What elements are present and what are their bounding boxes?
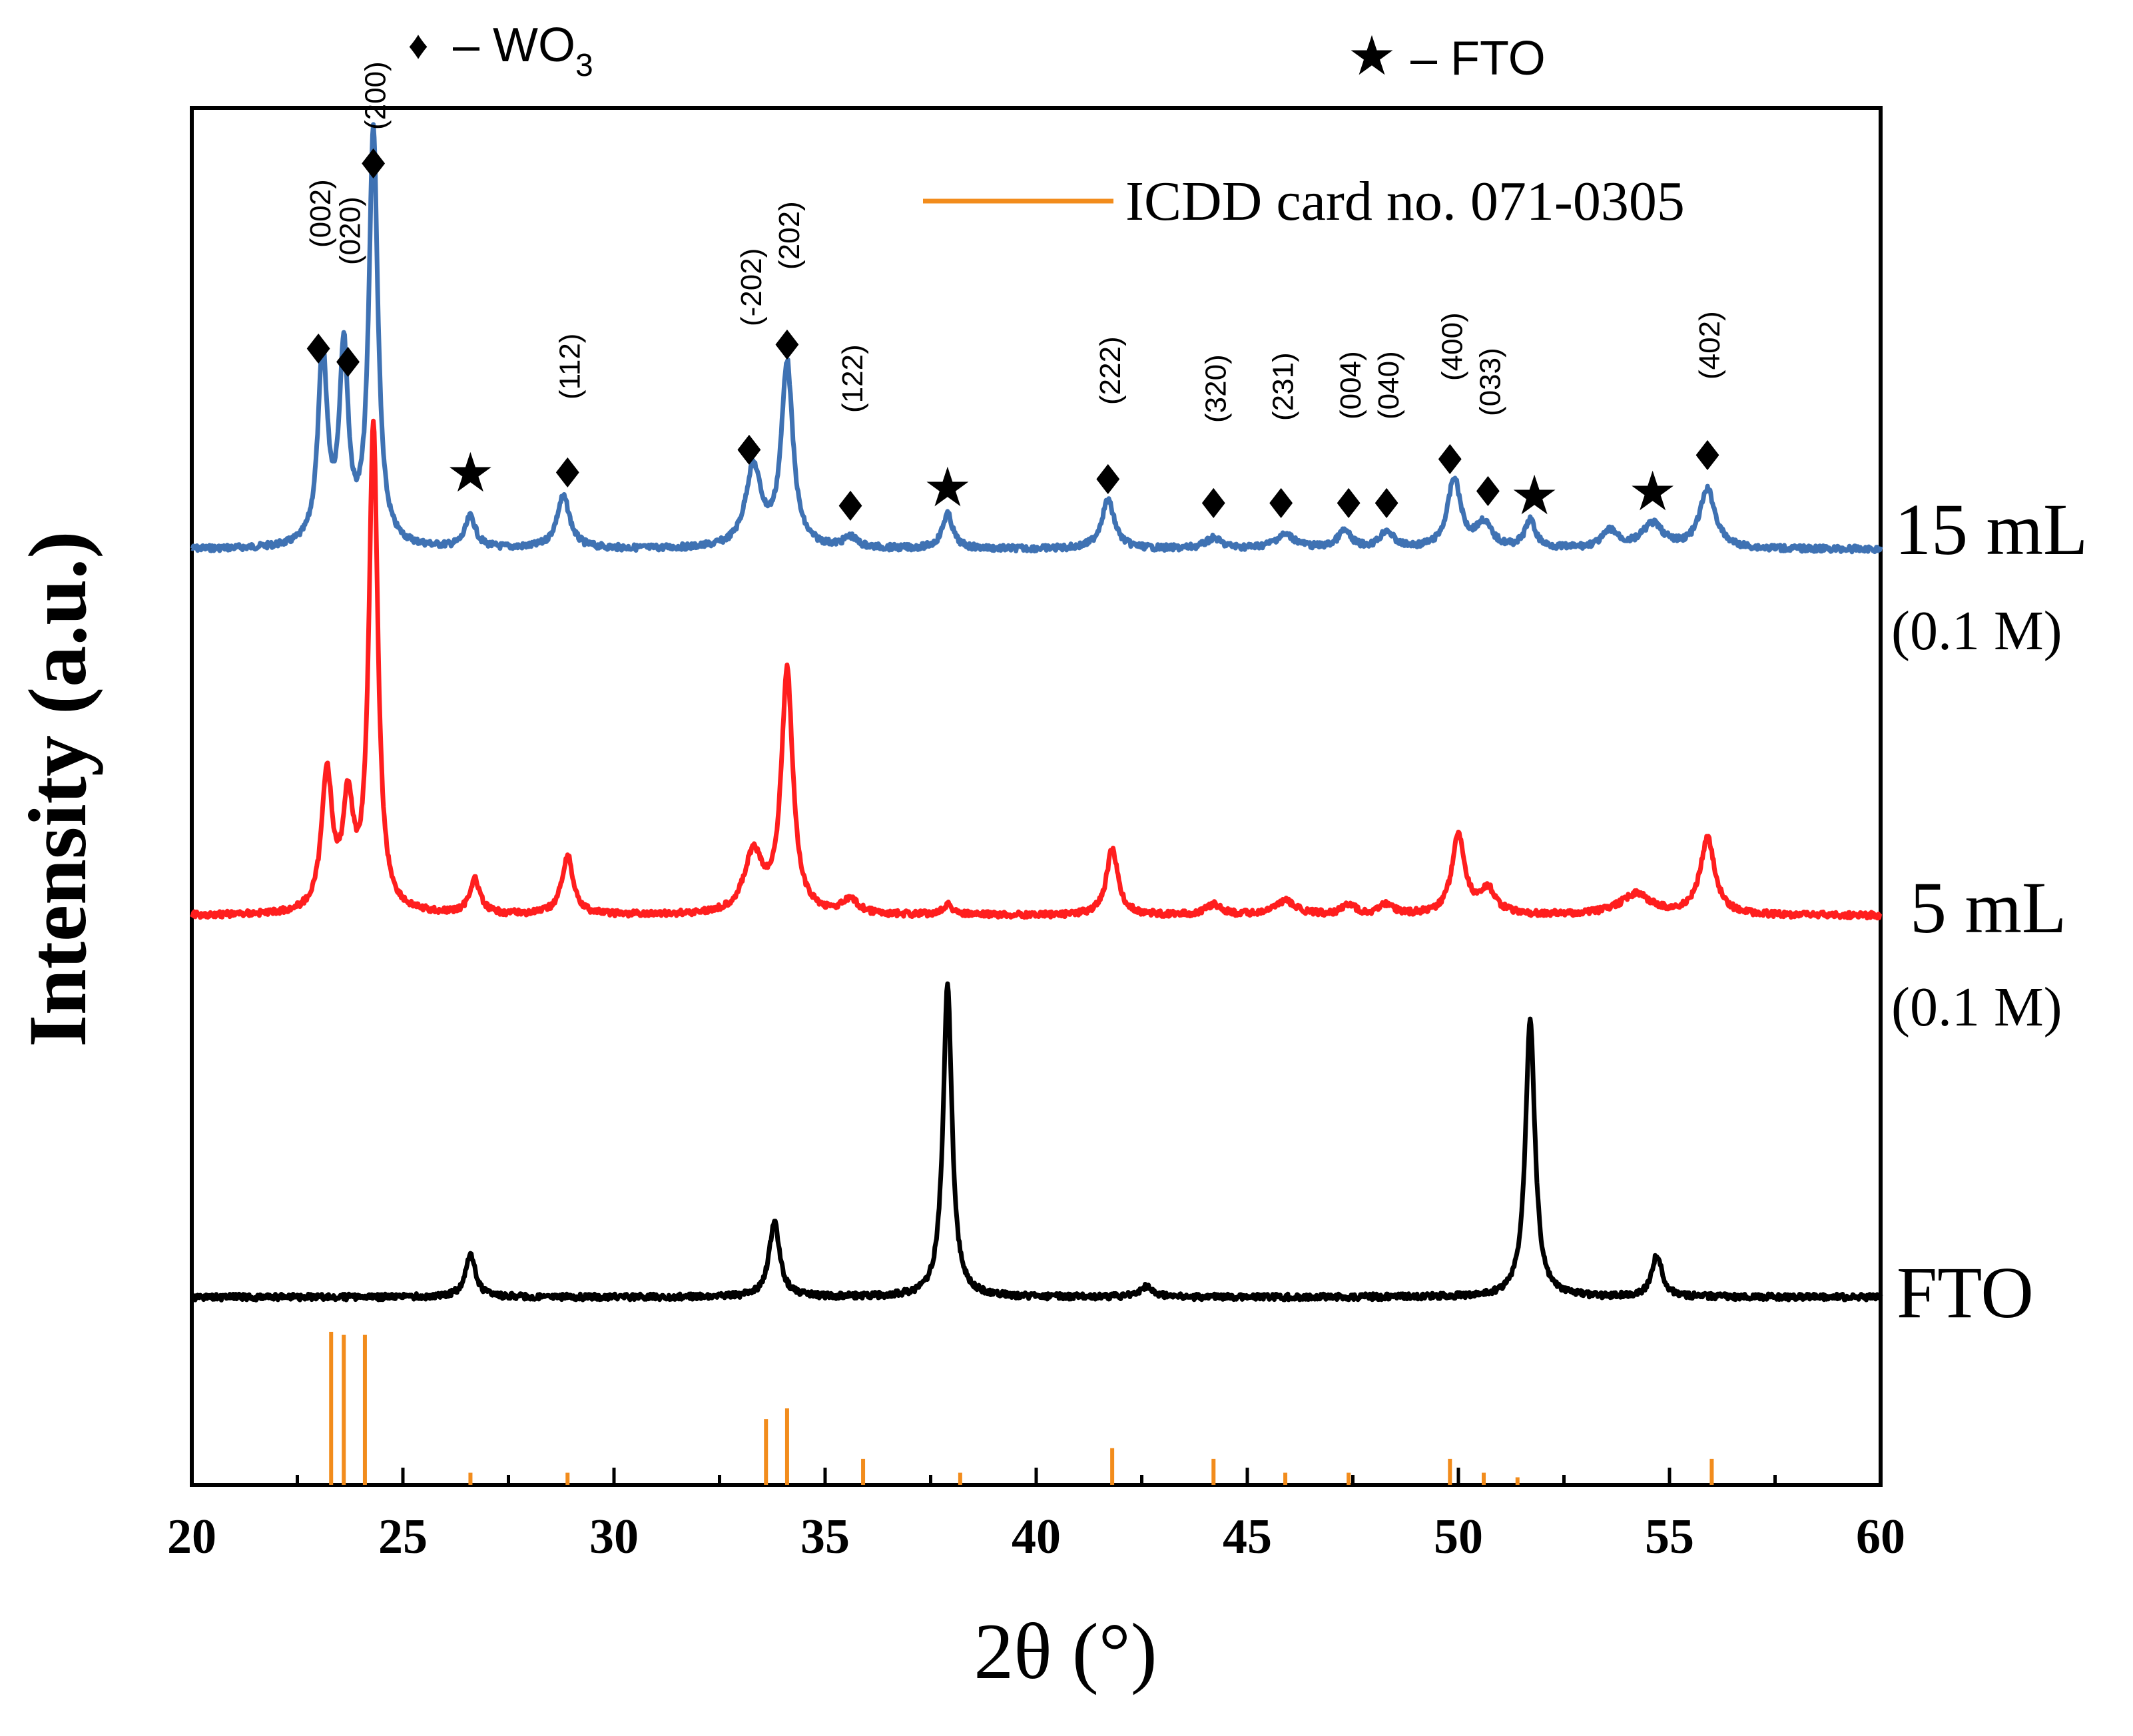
wo3-diamond-icon: ♦ xyxy=(832,482,869,531)
legend-star-icon: ★ xyxy=(1347,26,1396,87)
wo3-diamond-icon: ♦ xyxy=(355,140,392,188)
reference-legend-label: ICDD card no. 071-0305 xyxy=(1125,170,1685,232)
miller-index-label: (004) xyxy=(1335,351,1367,420)
series-sub-5ml: (0.1 M) xyxy=(1891,976,2062,1038)
wo3-diamond-icon: ♦ xyxy=(1368,479,1405,528)
wo3-diamond-icon: ♦ xyxy=(1689,432,1726,480)
x-tick-label: 50 xyxy=(1434,1510,1483,1564)
wo3-diamond-icon: ♦ xyxy=(731,426,768,475)
legend-diamond-icon: ♦ xyxy=(408,23,429,67)
x-tick-label: 25 xyxy=(378,1510,428,1564)
fto-star-icon: ★ xyxy=(1510,464,1559,527)
wo3-diamond-icon: ♦ xyxy=(1195,479,1232,528)
miller-index-label: (002) xyxy=(304,179,337,248)
miller-index-label: (020) xyxy=(334,196,367,265)
series-curves xyxy=(190,122,1883,1302)
miller-index-label: (200) xyxy=(360,61,392,130)
legend-wo3-label: – WO3 xyxy=(453,19,593,83)
wo3-diamond-icon: ♦ xyxy=(1330,479,1367,528)
series-line-1 xyxy=(190,418,1883,921)
series-label-15ml: 15 mL xyxy=(1895,489,2088,570)
wo3-diamond-icon: ♦ xyxy=(1089,455,1127,504)
reference-legend: ICDD card no. 071-0305 xyxy=(923,170,1685,232)
series-label-fto: FTO xyxy=(1897,1252,2034,1333)
miller-index-label: (320) xyxy=(1199,354,1232,423)
x-tick-label: 20 xyxy=(167,1510,216,1564)
miller-index-label: (222) xyxy=(1094,336,1127,405)
reference-lines xyxy=(329,1332,1714,1485)
peak-annotations: ♦(002)♦(020)♦(200)★ ♦(112)♦(-202)♦(202)♦(… xyxy=(300,61,1726,531)
fto-star-icon: ★ xyxy=(923,456,972,519)
fto-star-icon: ★ xyxy=(1628,460,1677,523)
wo3-diamond-icon: ♦ xyxy=(1432,435,1469,484)
x-axis-ticks: 20 25 30 35 40 45 50 55 60 xyxy=(167,1468,1905,1564)
wo3-diamond-icon: ♦ xyxy=(549,449,586,497)
x-tick-label: 60 xyxy=(1856,1510,1905,1564)
x-tick-label: 55 xyxy=(1645,1510,1694,1564)
plot-frame xyxy=(190,106,1883,1487)
wo3-diamond-icon: ♦ xyxy=(1263,479,1300,528)
miller-index-label: (402) xyxy=(1693,311,1726,380)
series-label-5ml: 5 mL xyxy=(1910,867,2066,948)
wo3-diamond-icon: ♦ xyxy=(330,338,367,387)
miller-index-label: (-202) xyxy=(735,248,768,326)
legend-fto-label: – FTO xyxy=(1410,32,1546,85)
miller-index-label: (112) xyxy=(553,334,586,400)
series-line-0 xyxy=(190,122,1883,555)
x-tick-label: 30 xyxy=(589,1510,639,1564)
x-tick-label: 35 xyxy=(800,1510,850,1564)
wo3-diamond-icon: ♦ xyxy=(1470,467,1507,516)
series-sub-15ml: (0.1 M) xyxy=(1891,600,2062,662)
fto-star-icon: ★ xyxy=(446,441,495,505)
symbol-legend: ♦ – WO3 ★ – FTO xyxy=(408,19,1546,87)
miller-index-label: (122) xyxy=(836,344,869,413)
series-line-2 xyxy=(190,981,1883,1302)
miller-index-label: (040) xyxy=(1372,351,1405,420)
miller-index-label: (400) xyxy=(1436,312,1468,381)
miller-index-label: (202) xyxy=(773,201,806,270)
miller-index-label: (033) xyxy=(1474,348,1506,416)
x-tick-label: 40 xyxy=(1012,1510,1061,1564)
x-tick-label: 45 xyxy=(1223,1510,1272,1564)
series-labels: 15 mL (0.1 M) 5 mL (0.1 M) FTO xyxy=(1891,489,2088,1333)
wo3-diamond-icon: ♦ xyxy=(768,321,806,370)
x-axis-label: 2θ (°) xyxy=(974,1607,1157,1695)
miller-index-label: (231) xyxy=(1267,352,1300,421)
wo3-diamond-icon: ♦ xyxy=(300,325,337,374)
y-axis-label: Intensity (a.u.) xyxy=(12,531,103,1047)
